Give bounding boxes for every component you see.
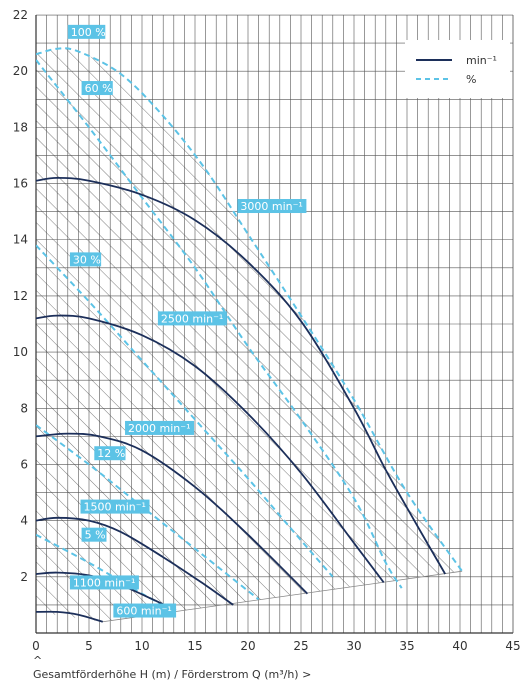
curve-label-text: 60 % [85, 82, 113, 95]
legend-box [405, 40, 510, 98]
efficiency-curve-60 [36, 59, 403, 589]
x-tick-label: 45 [505, 639, 520, 653]
curve-label-text: 12 % [97, 447, 125, 460]
y-tick-label: 2 [20, 570, 28, 584]
y-tick-label: 4 [20, 514, 28, 528]
speed-curve-3000 [36, 176, 446, 575]
y-tick-label: 6 [20, 457, 28, 471]
curve-label-box [69, 252, 102, 267]
x-axis-title: Gesamtförderhöhe H (m) / Förderstrom Q (… [33, 668, 311, 681]
y-tick-label: 20 [13, 64, 28, 78]
curve-label-box [81, 81, 113, 96]
speed-curve-600 [36, 610, 104, 623]
x-tick-label: 0 [32, 639, 40, 653]
y-tick-label: 10 [13, 345, 28, 359]
curve-label-text: 30 % [73, 253, 101, 266]
curve-label-box [81, 527, 107, 542]
x-tick-label: 5 [85, 639, 93, 653]
y-tick-label: 16 [13, 177, 28, 191]
y-tick-label: 12 [13, 289, 28, 303]
curve-label-text: 100 % [71, 26, 106, 39]
x-tick-label: 35 [399, 639, 414, 653]
curve-label-text: 3000 min⁻¹ [240, 200, 302, 213]
speed-curve-2500 [36, 314, 385, 583]
axis-caret: ^ [33, 654, 42, 667]
curve-label-box [125, 420, 195, 435]
x-tick-label: 15 [187, 639, 202, 653]
operating-field-hatch [36, 48, 463, 622]
x-tick-label: 10 [134, 639, 149, 653]
curve-label-text: 1100 min⁻¹ [73, 576, 135, 589]
x-tick-label: 20 [240, 639, 255, 653]
curve-label-box [157, 311, 227, 326]
curve-label-box [69, 575, 139, 590]
curve-label-text: 2000 min⁻¹ [128, 422, 190, 435]
axes [35, 15, 514, 634]
curve-label-box [80, 499, 150, 514]
curve-label-text: 5 % [85, 529, 106, 542]
tick-labels: 0 5 10 15 20 25 30 35 40 45 2 4 6 8 10 12 14 16 18 20 22 [13, 8, 521, 653]
speed-curve-1500 [36, 516, 234, 606]
curve-label-text: 600 min⁻¹ [116, 605, 171, 618]
curve-label-box [67, 24, 106, 39]
y-tick-label: 18 [13, 120, 28, 134]
y-tick-label: 22 [13, 8, 28, 22]
x-tick-label: 30 [346, 639, 361, 653]
speed-curve-2000 [36, 432, 309, 595]
curve-labels: 100 % 60 % 3000 min⁻¹ 30 % 2500 min⁻¹ 2000 mi… [67, 24, 307, 618]
efficiency-curve-30 [36, 244, 334, 578]
x-tick-label: 40 [452, 639, 467, 653]
curve-label-box [237, 199, 307, 214]
curve-label-text: 1500 min⁻¹ [84, 501, 146, 514]
curve-label-box [113, 603, 177, 618]
legend: min⁻¹ % [405, 40, 510, 98]
efficiency-curve-12 [36, 424, 260, 601]
y-tick-label: 8 [20, 401, 28, 415]
legend-label-speed: min⁻¹ [466, 54, 497, 67]
legend-label-efficiency: % [466, 73, 476, 86]
curve-label-box [94, 446, 126, 461]
speed-curves [36, 176, 446, 623]
y-tick-label: 14 [13, 233, 28, 247]
x-tick-label: 25 [293, 639, 308, 653]
curve-label-text: 2500 min⁻¹ [161, 312, 223, 325]
efficiency-curve-100 [36, 47, 463, 572]
